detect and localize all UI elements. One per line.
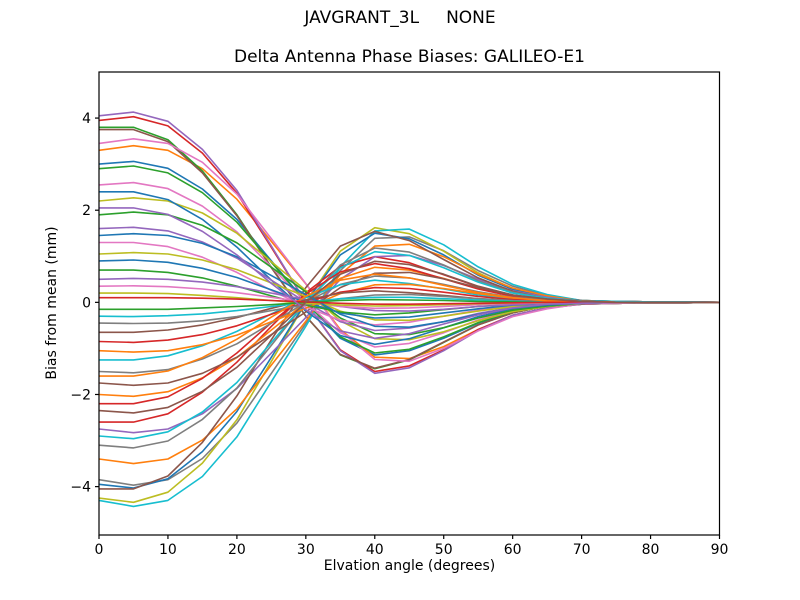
x-tick-label: 40 (366, 542, 384, 558)
x-tick-label: 0 (95, 542, 104, 558)
x-tick-label: 30 (297, 542, 315, 558)
axes-title: Delta Antenna Phase Biases: GALILEO-E1 (234, 47, 585, 67)
x-tick-label: 60 (504, 542, 522, 558)
y-tick-label: −2 (70, 387, 91, 403)
series-line (98, 181, 720, 348)
series-line (98, 260, 720, 414)
axes-frame (98, 71, 721, 536)
series-lines-group (98, 111, 720, 508)
y-tick-label: −4 (70, 480, 91, 496)
series-line (99, 128, 720, 370)
x-tick-label: 80 (642, 542, 660, 558)
x-tick-label: 70 (573, 542, 591, 558)
y-tick-label: 0 (82, 295, 91, 311)
x-tick-label: 10 (159, 542, 177, 558)
axes-group: 0 10 20 30 40 50 60 70 80 90 −4 −2 0 2 4 (70, 71, 729, 558)
x-tick-label: 90 (711, 542, 729, 558)
series-line (98, 250, 720, 440)
x-tick-label: 50 (435, 542, 453, 558)
x-axis-label: Elvation angle (degrees) (323, 558, 496, 574)
series-line (98, 165, 720, 354)
x-tick-label: 20 (228, 542, 246, 558)
y-tick-label: 4 (82, 111, 91, 127)
y-tick-label: 2 (82, 203, 91, 219)
series-line (98, 211, 720, 336)
figure-suptitle: JAVGRANT_3L NONE (304, 8, 496, 28)
